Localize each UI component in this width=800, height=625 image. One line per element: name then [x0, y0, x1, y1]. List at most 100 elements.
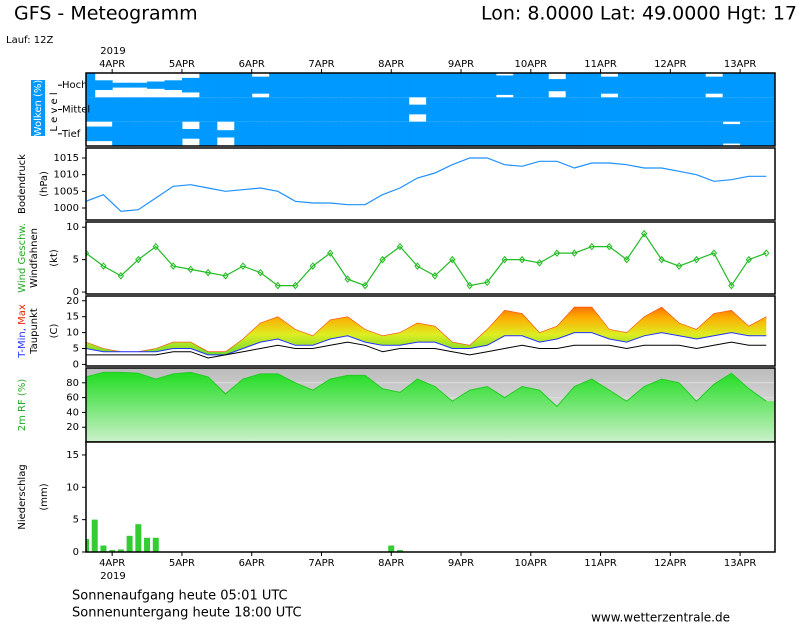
y-tick-label: 5 — [73, 255, 79, 266]
cloud-cell — [530, 121, 549, 146]
cloud-cell — [426, 97, 445, 122]
wind-marker — [187, 265, 194, 274]
y-tick-label: 1000 — [54, 203, 79, 214]
cloud-cell — [199, 73, 218, 98]
x-tick-label-top: 10APR — [515, 59, 548, 70]
cloud-cell — [164, 121, 183, 146]
cloud-cell — [304, 97, 322, 122]
wind-marker — [658, 255, 665, 264]
cloud-cell — [338, 121, 357, 146]
cloud-cell — [391, 97, 410, 122]
cloud-cell — [670, 73, 689, 98]
cloud-cell — [740, 121, 759, 146]
location: Lon: 8.0000 Lat: 49.0000 Hgt: 17 — [481, 3, 797, 25]
cloud-cell — [740, 97, 759, 122]
title: GFS - Meteogramm — [14, 3, 198, 25]
precip-bar — [117, 549, 124, 552]
temp-label: T-Min, Max — [17, 304, 28, 359]
cloud-cell — [426, 121, 445, 146]
y-tick-label: 15 — [66, 450, 79, 461]
x-tick-label-top: 9APR — [448, 59, 474, 70]
wind-marker — [588, 242, 595, 251]
temp-line — [86, 332, 767, 356]
source: www.wetterzentrale.de — [591, 611, 730, 625]
cloud-cell — [722, 97, 741, 122]
panel-bg — [86, 222, 775, 294]
cloud-cell — [548, 121, 567, 146]
cloud-cell — [495, 97, 514, 122]
cloud-cell — [94, 126, 113, 142]
cloud-cell — [583, 121, 602, 146]
cloud-cell — [583, 73, 602, 98]
cloud-cell — [705, 97, 724, 122]
cloud-cell — [129, 82, 148, 88]
x-tick-label-bottom: 7APR — [308, 558, 334, 569]
x-tick-label-top: 4APR — [99, 59, 125, 70]
wind-marker — [292, 281, 299, 290]
cloud-cell — [530, 73, 549, 98]
barb-label: Windfahnen — [29, 228, 40, 288]
cloud-cell — [181, 97, 200, 122]
y-tick-label: 10 — [66, 222, 79, 233]
panel-content — [86, 442, 775, 552]
level-label: Hoch — [62, 80, 87, 91]
y-tick-label: 0 — [73, 287, 79, 298]
panel-frame — [85, 221, 776, 295]
cloud-cell — [391, 73, 410, 98]
wind-marker — [117, 272, 125, 280]
wind-marker — [431, 272, 439, 280]
cloud-cell — [86, 73, 96, 98]
cloud-cell — [286, 121, 305, 146]
temp-band — [86, 307, 767, 355]
precip-bar — [144, 537, 151, 552]
precip-bar — [126, 535, 133, 552]
cloud-cell — [408, 104, 427, 115]
cloud-cell — [304, 73, 322, 98]
cloud-cell — [164, 80, 183, 91]
cloud-cell — [181, 128, 200, 139]
cloud-cell — [234, 73, 253, 98]
panel-frame — [85, 295, 776, 367]
wind-marker — [152, 242, 159, 251]
cloud-cell — [234, 97, 253, 122]
cloud-cell — [513, 97, 532, 122]
cloud-cell — [687, 121, 706, 146]
temp-unit: (C) — [49, 324, 60, 339]
wind-marker — [204, 268, 212, 277]
precip-bar — [91, 519, 98, 552]
cloud-cell — [181, 77, 200, 93]
wind-marker — [466, 281, 473, 290]
sunrise: Sonnenaufgang heute 05:01 UTC — [72, 589, 288, 604]
cloud-cell — [478, 73, 497, 98]
cloud-cell — [722, 124, 741, 144]
cloud-cell — [548, 97, 567, 122]
temp-line — [86, 306, 767, 352]
wind-marker — [449, 255, 456, 264]
cloud-cell — [356, 121, 375, 146]
wind-marker — [86, 249, 90, 257]
wind-marker — [553, 249, 561, 257]
cloud-cell — [338, 97, 357, 122]
cloud-cell — [600, 76, 619, 94]
cloud-cell — [565, 73, 584, 98]
level-label: Mittel — [62, 105, 90, 116]
cloud-cell — [670, 97, 689, 122]
cloud-cell — [426, 73, 445, 98]
wind-marker — [501, 255, 508, 264]
cloud-cell — [478, 97, 497, 122]
line — [86, 157, 767, 212]
temp-line — [86, 341, 767, 359]
y-tick-label: 5 — [73, 515, 79, 526]
cloud-cell — [618, 97, 636, 122]
y-tick-label: 1005 — [54, 186, 79, 197]
cloud-cell — [461, 73, 479, 98]
y-tick-label: 0 — [73, 547, 79, 558]
cloud-cell — [443, 97, 462, 122]
cloud-cell — [216, 73, 235, 98]
cloud-cell — [757, 73, 775, 98]
panel-frame — [85, 72, 776, 147]
y-tick-label: 20 — [66, 422, 79, 433]
y-tick-label: 0 — [73, 359, 79, 370]
